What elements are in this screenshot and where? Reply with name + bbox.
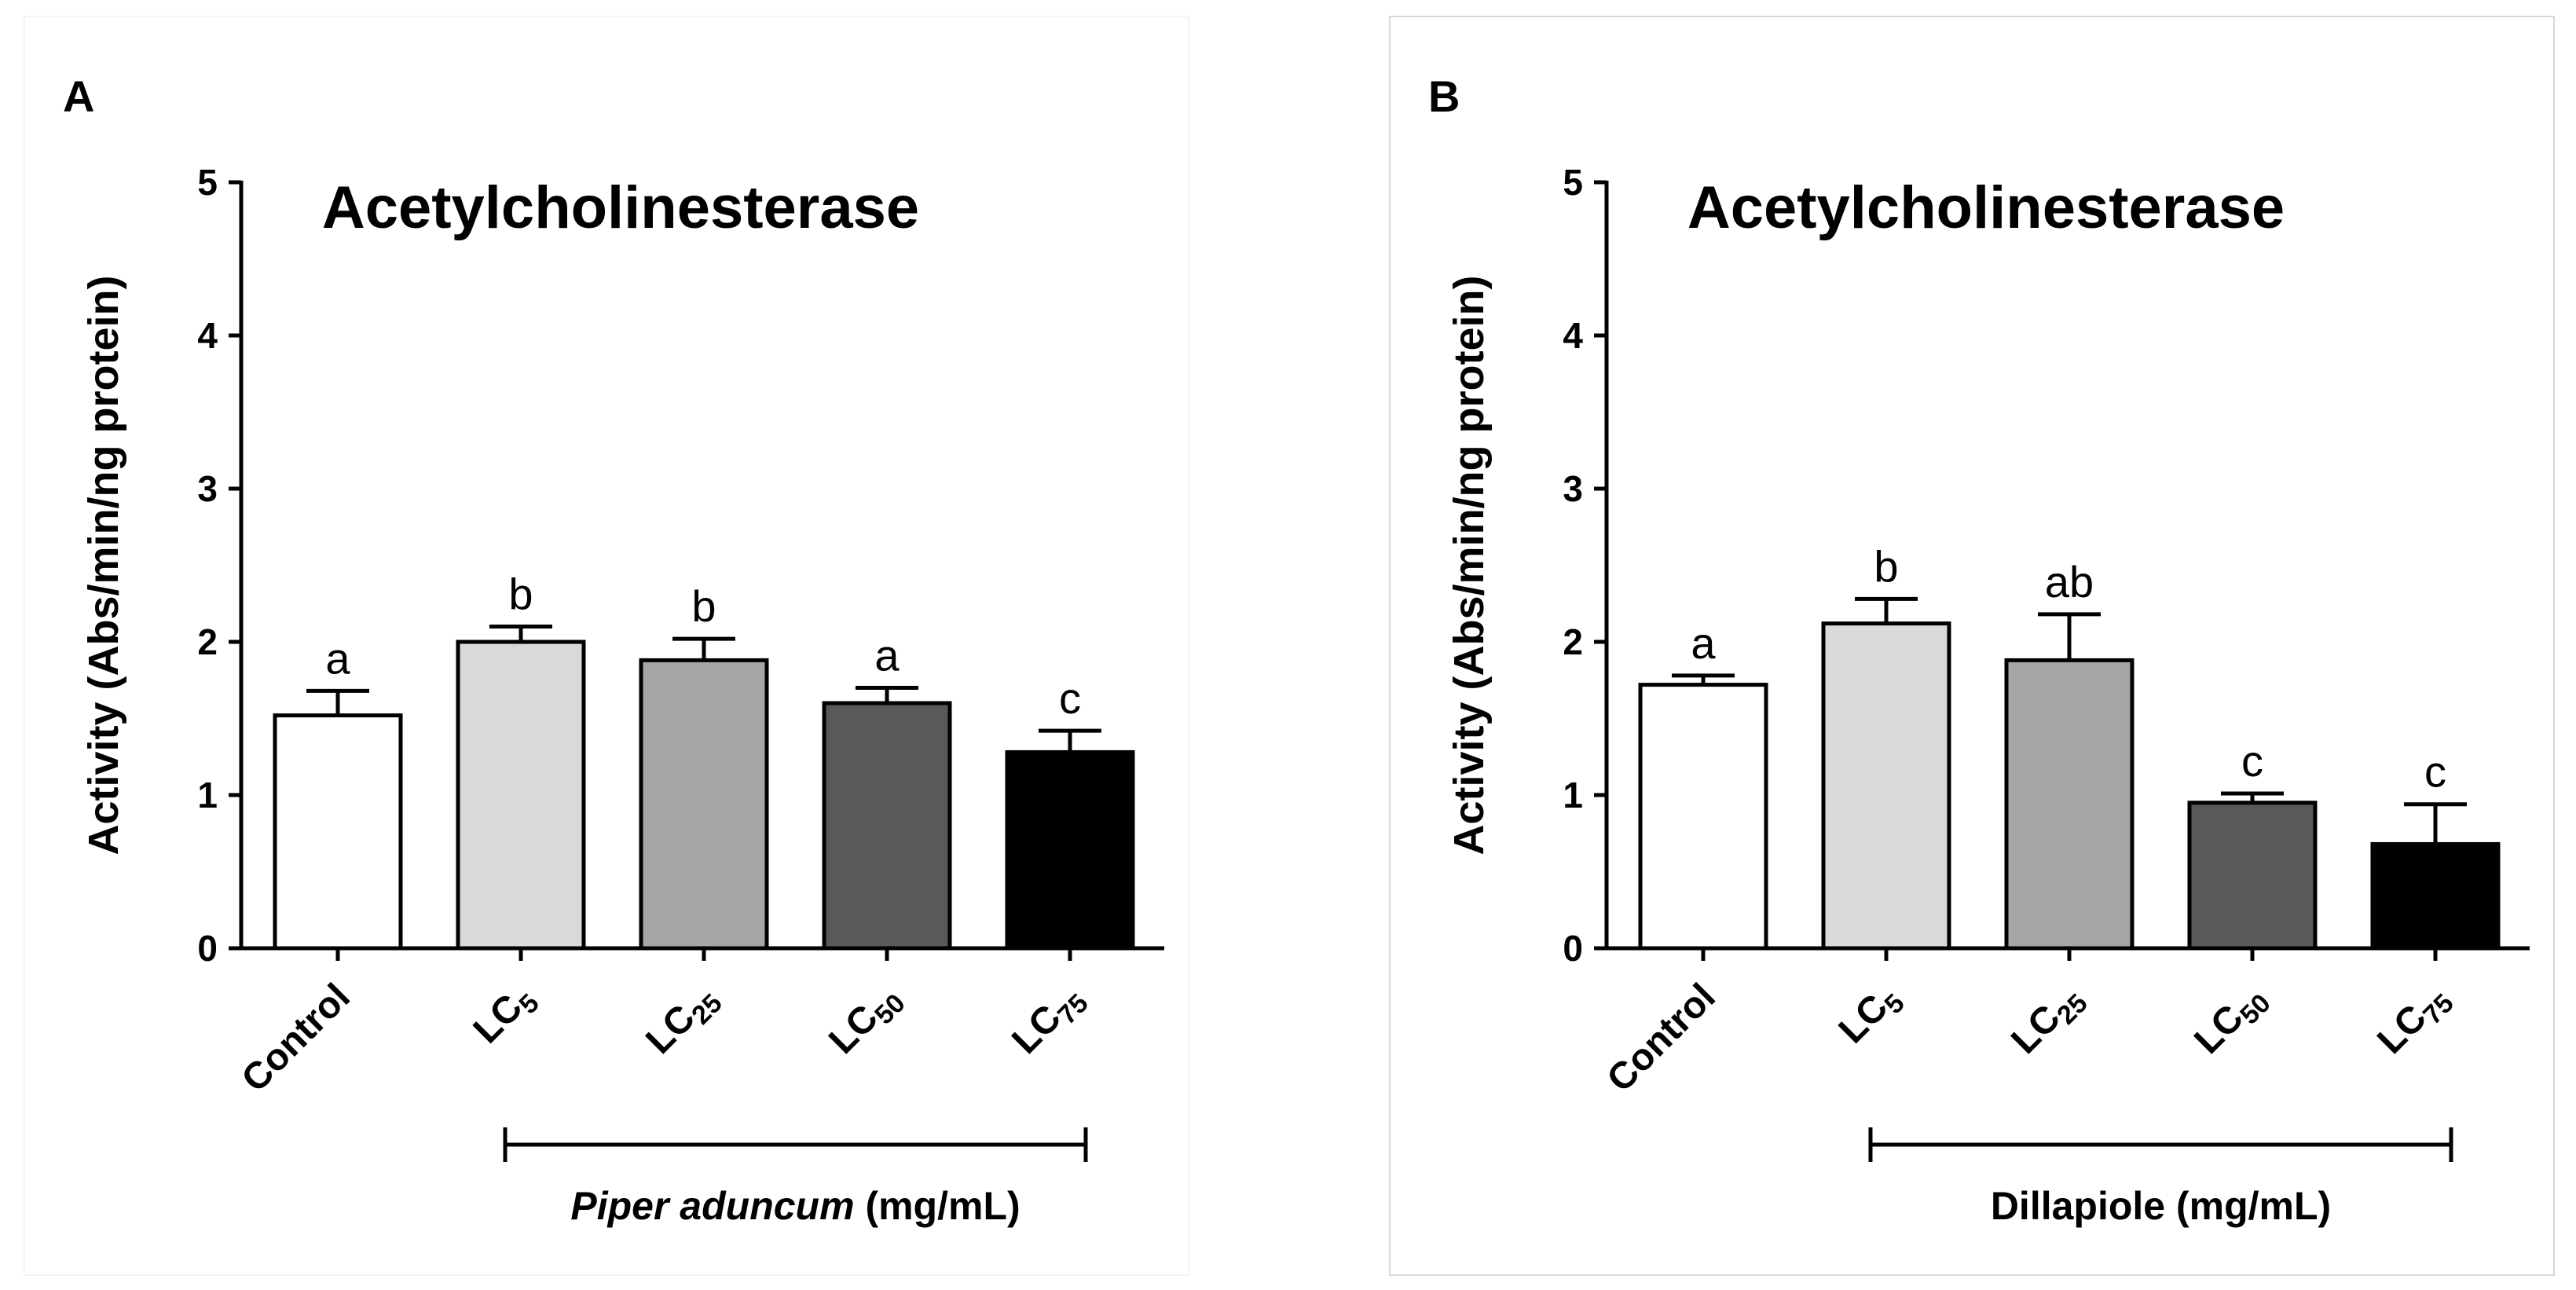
- chart-a-category-label: Control: [234, 976, 358, 1100]
- chart-b-sig-letter: c: [2241, 736, 2263, 786]
- chart-b-ylabel: Activity (Abs/min/ng protein): [1446, 275, 1493, 855]
- chart-a-group-label-rest: (mg/mL): [855, 1184, 1021, 1228]
- chart-a-ylabel: Activity (Abs/min/ng protein): [80, 275, 127, 855]
- chart-b-sig-letter: c: [2424, 747, 2446, 797]
- chart-b-y-tick-label: 3: [1563, 468, 1583, 509]
- chart-b-group-label: Dillapiole (mg/mL): [1991, 1184, 2331, 1228]
- chart-b-category-base: Control: [1599, 976, 1724, 1100]
- chart-a-y-tick-label: 3: [197, 468, 218, 509]
- chart-b-group-label-rest: Dillapiole (mg/mL): [1991, 1184, 2331, 1228]
- panel-letter: A: [63, 71, 94, 121]
- panel-letter: B: [1428, 71, 1460, 121]
- chart-a-title: Acetylcholinesterase: [322, 174, 919, 241]
- chart-a-bar: [639, 658, 769, 951]
- chart-a-sig-letter: c: [1059, 673, 1081, 723]
- chart-a-y-tick-label: 0: [197, 928, 218, 969]
- panel-a: A Acetylcholinesterase Activity (Abs/min/n…: [24, 16, 1189, 1276]
- chart-a-sig-letter: b: [691, 581, 716, 631]
- chart-a-sig-letter: a: [874, 631, 900, 680]
- chart-b-y-tick-label: 5: [1563, 162, 1583, 203]
- chart-b-bar: [1821, 621, 1951, 951]
- chart-a-y-tick-label: 5: [197, 162, 218, 203]
- chart-a-y-tick-label: 4: [197, 315, 218, 356]
- chart-a-group-label-italic: Piper aduncum: [570, 1184, 854, 1228]
- chart-a-category-label: LC5: [466, 976, 545, 1055]
- chart-b-category-label: LC25: [2003, 976, 2093, 1065]
- chart-a-y-tick-label: 1: [197, 775, 218, 815]
- chart-a-sig-letter: a: [325, 633, 350, 683]
- chart-b-y-tick-label: 2: [1563, 621, 1583, 662]
- chart-b-y-tick-label: 1: [1563, 775, 1583, 815]
- chart-a-bar: [822, 701, 952, 951]
- chart-b-sig-letter: ab: [2045, 557, 2094, 607]
- chart-a-group-label: Piper aduncum (mg/mL): [570, 1184, 1020, 1228]
- chart-b-category-label: LC5: [1831, 976, 1911, 1055]
- chart-b-svg: B Acetylcholinesterase Activity (Abs/min/n…: [1428, 71, 2530, 1228]
- chart-a-sig-letter: b: [508, 570, 533, 619]
- chart-a-category-label: LC50: [821, 976, 911, 1065]
- chart-a-category-base: Control: [234, 976, 358, 1100]
- chart-b-y-tick-label: 0: [1563, 928, 1583, 969]
- chart-b-sig-letter: a: [1691, 618, 1716, 668]
- chart-b-sig-letter: b: [1874, 541, 1898, 591]
- chart-b-category-label: LC75: [2369, 976, 2459, 1065]
- chart-b-bar: [2187, 801, 2318, 951]
- chart-a-category-label: LC25: [638, 976, 727, 1065]
- chart-a-bar: [1005, 749, 1135, 951]
- chart-a-y-tick-label: 2: [197, 621, 218, 662]
- chart-a-svg: A Acetylcholinesterase Activity (Abs/min/n…: [63, 71, 1164, 1228]
- chart-b-category-label: LC50: [2186, 976, 2276, 1065]
- chart-a-bar: [456, 640, 586, 951]
- chart-b-y-tick-label: 4: [1563, 315, 1583, 356]
- chart-b-bar: [2370, 841, 2501, 951]
- chart-b-bar: [1638, 683, 1768, 951]
- chart-a-bar: [273, 713, 403, 951]
- chart-b-title: Acetylcholinesterase: [1687, 174, 2285, 241]
- panel-b: B Acetylcholinesterase Activity (Abs/min/n…: [1389, 16, 2555, 1276]
- chart-b-category-label: Control: [1599, 976, 1724, 1100]
- chart-a-category-label: LC75: [1004, 976, 1094, 1065]
- chart-b-bar: [2004, 658, 2134, 951]
